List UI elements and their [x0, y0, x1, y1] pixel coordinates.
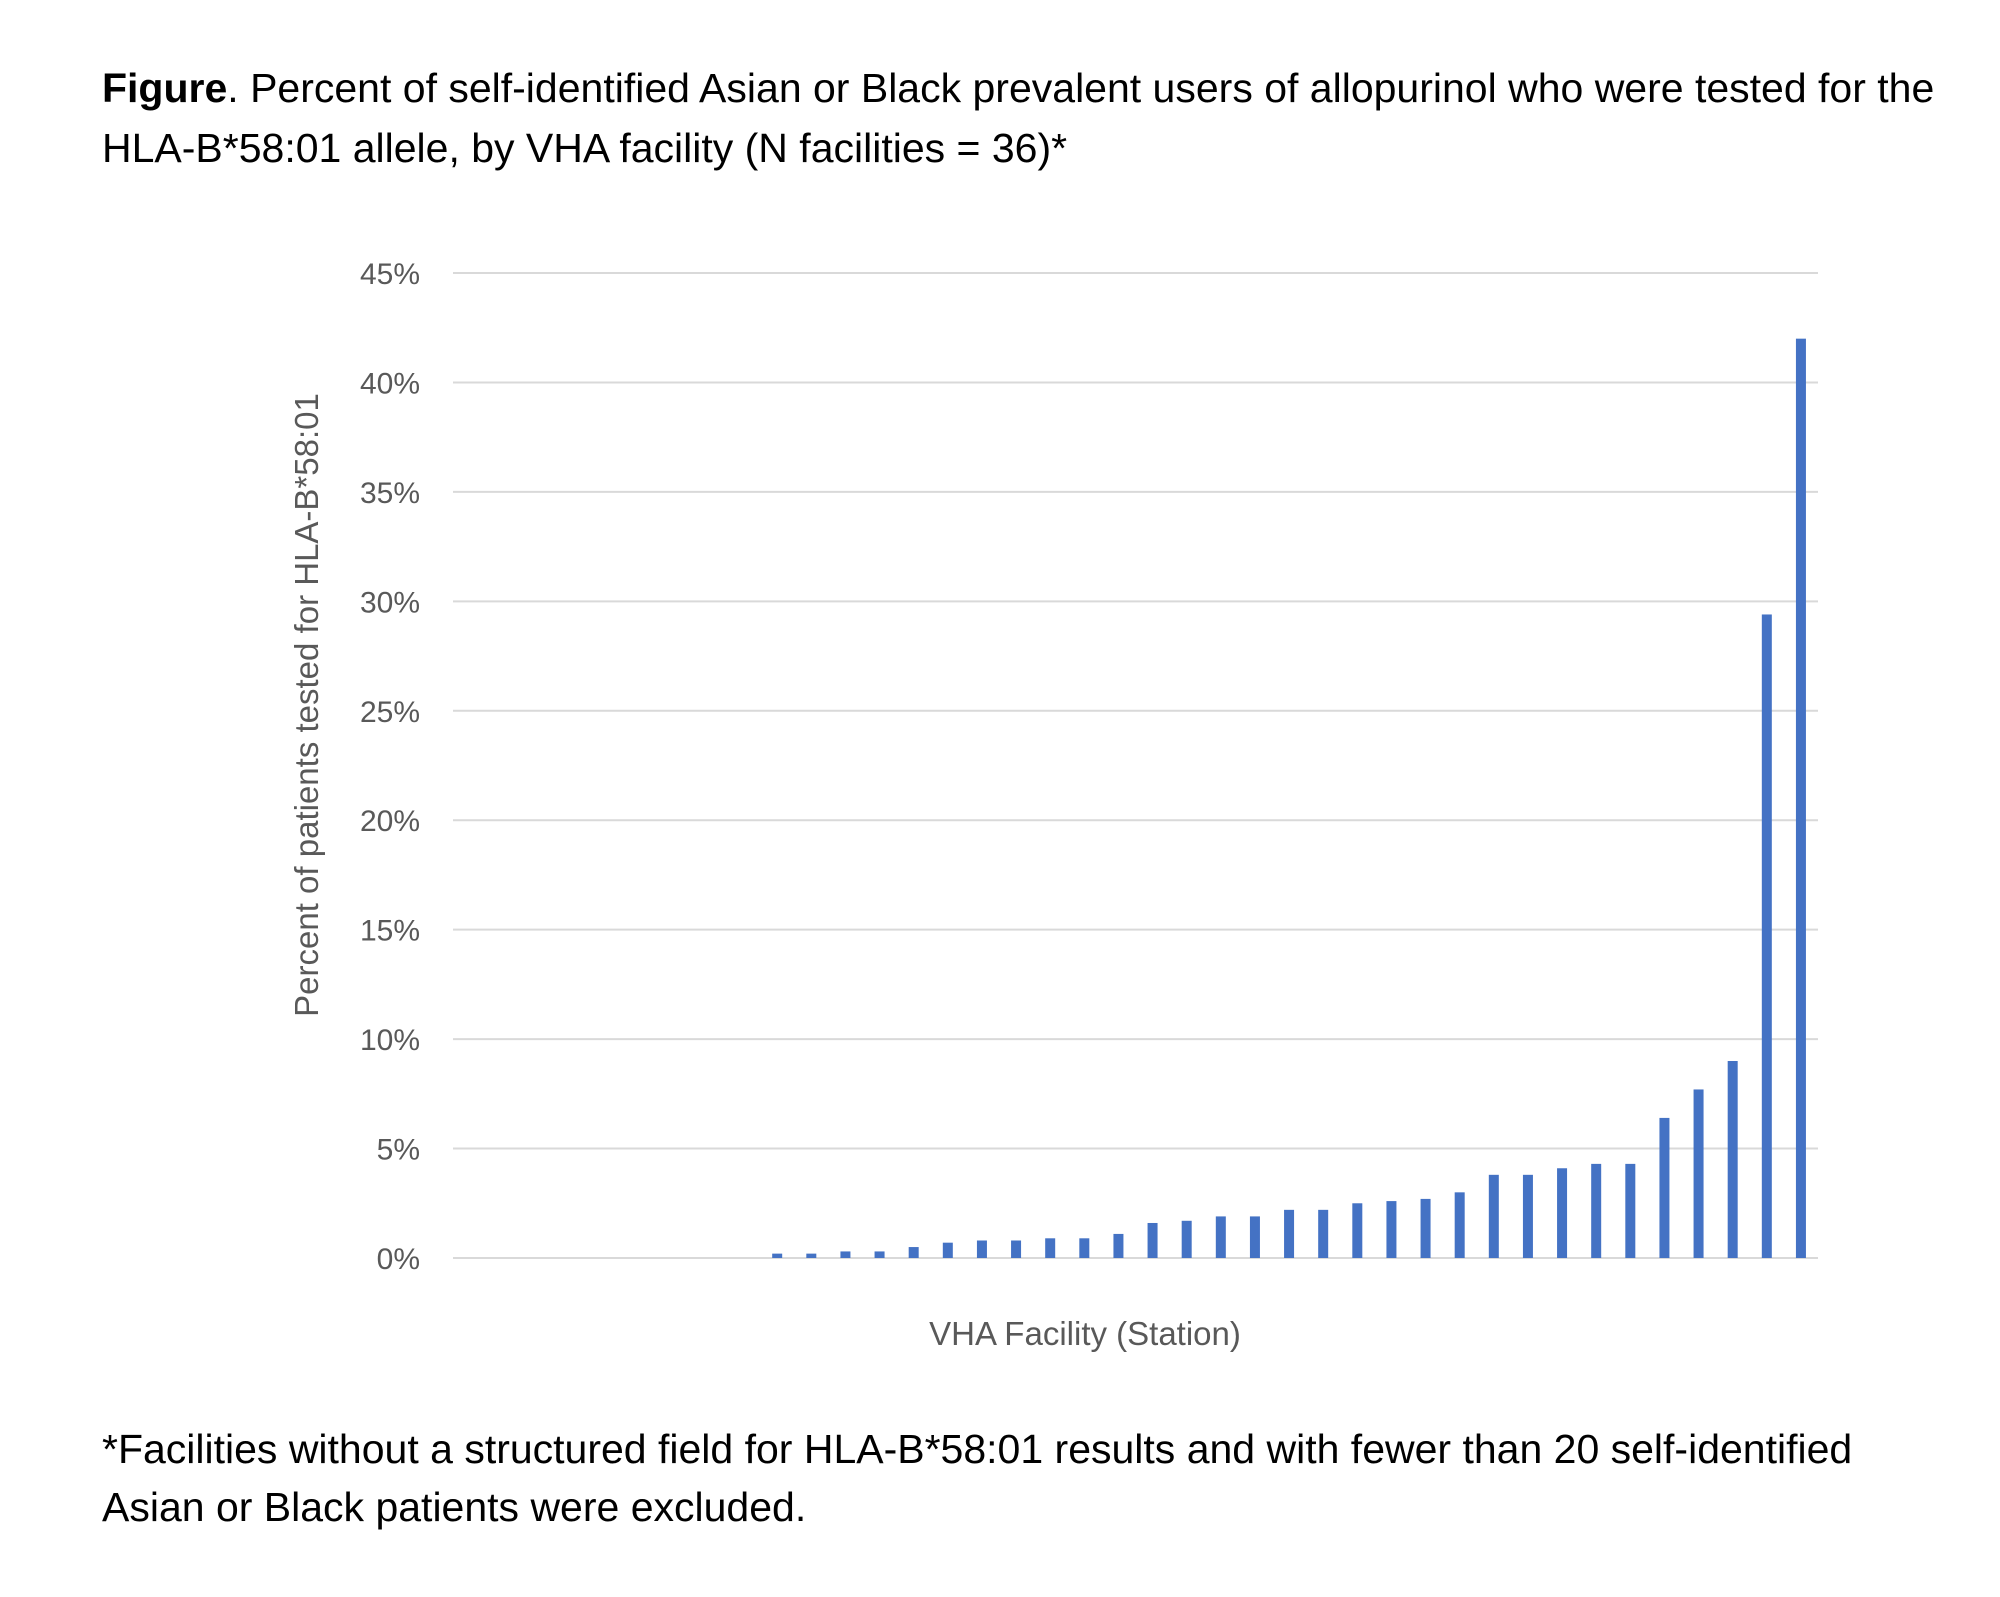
caption-text: . Percent of self-identified Asian or Bl… [102, 65, 1935, 171]
bar [1420, 1198, 1431, 1258]
bar [1761, 614, 1772, 1258]
bar [1318, 1209, 1329, 1258]
x-axis-title: VHA Facility (Station) [929, 1315, 1241, 1352]
bar [1249, 1216, 1260, 1258]
bar [1591, 1163, 1602, 1258]
y-tick-label: 35% [360, 477, 420, 510]
bar [1181, 1220, 1192, 1258]
bar [1693, 1089, 1704, 1258]
caption-bold-prefix: Figure [102, 65, 228, 111]
bar [976, 1240, 987, 1258]
y-tick-labels: 0% 5% 10% 15% 20% 25% 30% 35% 40% 45% [360, 258, 420, 1276]
y-tick-label: 15% [360, 915, 420, 948]
y-tick-label: 40% [360, 367, 420, 400]
bar [772, 1253, 783, 1258]
bar [1625, 1163, 1636, 1258]
bar [1284, 1209, 1295, 1258]
bar [840, 1251, 851, 1258]
y-tick-label: 10% [360, 1024, 420, 1057]
bar [1079, 1238, 1090, 1258]
gridlines [453, 272, 1818, 1259]
bar [1557, 1168, 1568, 1258]
bar [1488, 1174, 1499, 1258]
y-tick-label: 0% [377, 1243, 420, 1276]
bar [806, 1253, 817, 1258]
bar [1045, 1238, 1056, 1258]
bar [1352, 1203, 1363, 1258]
bar [1147, 1222, 1158, 1258]
bar [908, 1247, 919, 1258]
bar [1386, 1201, 1397, 1258]
bar [1011, 1240, 1022, 1258]
bar [1522, 1174, 1533, 1258]
y-tick-label: 45% [360, 258, 420, 291]
y-tick-label: 5% [377, 1134, 420, 1167]
bar [1113, 1233, 1124, 1258]
figure-caption: Figure. Percent of self-identified Asian… [102, 58, 1962, 178]
bar-chart: 0% 5% 10% 15% 20% 25% 30% 35% 40% 45% Percent of … [288, 258, 1818, 1352]
bar [1659, 1117, 1670, 1258]
y-axis-title: Percent of patients tested for HLA-B*58:… [288, 393, 325, 1017]
bar [1454, 1192, 1465, 1258]
bar [1727, 1061, 1738, 1258]
bar [1215, 1216, 1226, 1258]
y-tick-label: 20% [360, 805, 420, 838]
bar [1795, 338, 1806, 1259]
bars [772, 338, 1806, 1259]
y-tick-label: 25% [360, 696, 420, 729]
y-tick-label: 30% [360, 586, 420, 619]
footnote: *Facilities without a structured field f… [102, 1426, 1853, 1530]
bar [942, 1242, 953, 1258]
bar [874, 1251, 885, 1258]
